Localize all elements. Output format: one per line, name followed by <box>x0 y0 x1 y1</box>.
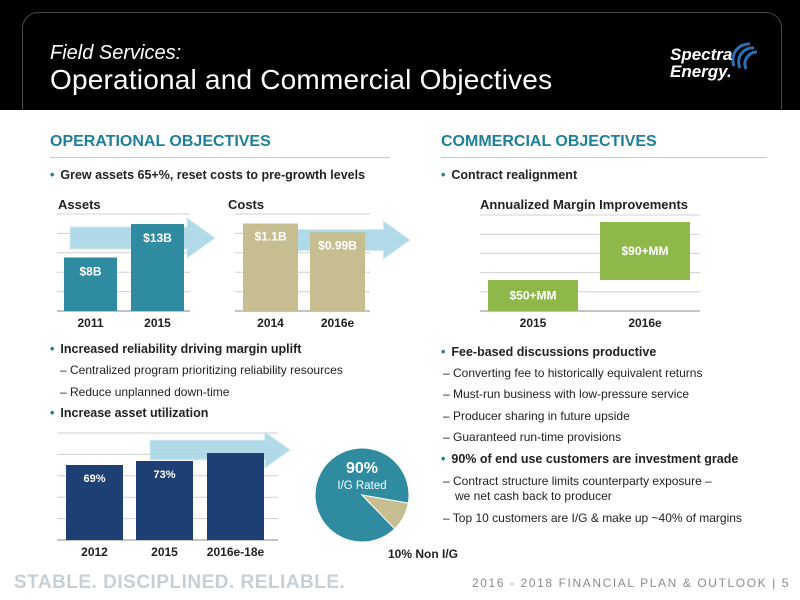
assets-chart-title: Assets <box>58 197 101 212</box>
assets-bar <box>131 224 184 311</box>
commercial-section-title: COMMERCIAL OBJECTIVES <box>441 133 657 150</box>
assets-data-label: $13B <box>143 231 172 245</box>
bullet-text: Increase asset utilization <box>60 406 209 420</box>
bullet-text: Increased reliability driving margin upl… <box>60 342 302 356</box>
commercial-bullet-investment-grade: • 90% of end use customers are investment… <box>441 452 739 466</box>
bullet-text: Fee-based discussions productive <box>451 345 657 359</box>
costs-data-label: $1.1B <box>254 230 286 244</box>
commercial-sub-producer-sharing: – Producer sharing in future upside <box>443 409 630 423</box>
slide-title: Operational and Commercial Objectives <box>50 64 553 95</box>
utilization-data-label: 73% <box>153 469 175 481</box>
logo-arc-icon <box>731 42 758 70</box>
utilization-x-tick: 2012 <box>81 545 108 559</box>
commercial-sub-top10: – Top 10 customers are I/G & make up ~40… <box>443 511 742 525</box>
operational-section-title: OPERATIONAL OBJECTIVES <box>50 133 271 150</box>
logo-text: Spectra Energy. <box>670 46 732 80</box>
costs-data-label: $0.99B <box>318 238 357 252</box>
costs-bar <box>243 223 298 311</box>
pie-ig-value: 90% <box>346 460 378 477</box>
pie-slice-non-ig <box>360 494 409 530</box>
slide-subtitle: Field Services: <box>50 42 182 64</box>
utilization-bar <box>66 465 123 540</box>
margin-x-tick: 2016e <box>628 316 662 330</box>
spectra-energy-logo: Spectra Energy. <box>656 36 766 86</box>
margin-data-label: $90+MM <box>621 244 668 258</box>
commercial-sub-must-run: – Must-run business with low-pressure se… <box>443 387 690 401</box>
assets-x-tick: 2015 <box>144 316 171 330</box>
utilization-data-label: 69% <box>83 473 105 485</box>
assets-bar <box>64 257 117 311</box>
header-panel <box>22 12 782 110</box>
costs-x-tick: 2016e <box>321 316 355 330</box>
margin-x-tick: 2015 <box>520 316 547 330</box>
commercial-sub-guaranteed: – Guaranteed run-time provisions <box>443 430 622 444</box>
assets-x-tick: 2011 <box>77 316 103 330</box>
pie-non-ig-label: 10% Non I/G <box>388 547 458 561</box>
commercial-sub-contract-structure-1: – Contract structure limits counterparty… <box>443 474 712 488</box>
margin-data-label: $50+MM <box>509 289 556 303</box>
pie-ig-label: I/G Rated <box>337 480 386 492</box>
operational-sub-downtime: – Reduce unplanned down-time <box>60 385 230 399</box>
commercial-section-rule <box>441 157 767 158</box>
costs-x-tick: 2014 <box>257 316 284 330</box>
margin-chart-title: Annualized Margin Improvements <box>480 197 689 212</box>
footer-tagline: STABLE. DISCIPLINED. RELIABLE. <box>14 572 346 593</box>
operational-bullet-utilization: • Increase asset utilization <box>50 406 209 420</box>
footer-plan-page: 2016 - 2018 FINANCIAL PLAN & OUTLOOK | 5 <box>472 576 791 590</box>
utilization-x-tick: 2015 <box>151 545 178 559</box>
costs-chart-title: Costs <box>228 197 265 212</box>
operational-bullet-assets: • Grew assets 65+%, reset costs to pre-gr… <box>50 168 366 182</box>
commercial-sub-converting: – Converting fee to historically equival… <box>443 366 703 380</box>
assets-data-label: $8B <box>79 264 101 278</box>
utilization-bar <box>207 453 264 540</box>
operational-bullet-reliability: • Increased reliability driving margin up… <box>50 342 302 356</box>
commercial-sub-contract-structure-2: we net cash back to producer <box>455 489 612 503</box>
commercial-bullet-fee: • Fee-based discussions productive <box>441 345 657 359</box>
margin-bar <box>600 222 690 280</box>
bullet-text: Contract realignment <box>451 168 578 182</box>
utilization-x-tick: 2016e-18e <box>207 545 265 559</box>
operational-sub-centralized: – Centralized program prioritizing relia… <box>60 363 343 377</box>
utilization-bar <box>136 461 193 540</box>
bullet-text: Grew assets 65+%, reset costs to pre-gro… <box>60 168 366 182</box>
header-bar: Field Services: Operational and Commerci… <box>0 0 800 110</box>
margin-bar <box>488 280 578 311</box>
commercial-bullet-contract: • Contract realignment <box>441 168 578 182</box>
logo-line2: Energy. <box>670 62 732 81</box>
bullet-text: 90% of end use customers are investment … <box>451 452 739 466</box>
operational-section-rule <box>50 157 390 158</box>
logo-line1: Spectra <box>670 45 733 64</box>
costs-bar <box>310 232 365 311</box>
